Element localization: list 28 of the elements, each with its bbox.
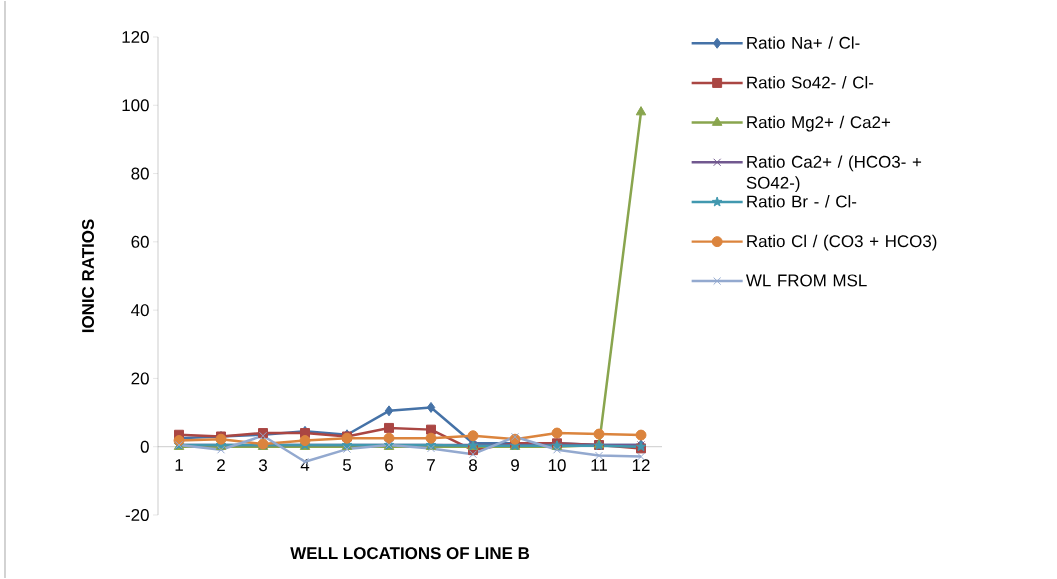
x-axis-title: WELL LOCATIONS OF LINE B <box>290 547 530 560</box>
x-tick-label: 8 <box>469 459 477 472</box>
legend-label: Ratio Na+ / Cl- <box>747 36 860 49</box>
y-tick-label: 60 <box>131 235 149 248</box>
x-tick-label: 1 <box>175 459 183 471</box>
legend-label: Ratio Mg2+ / Ca2+ <box>747 115 891 132</box>
y-tick-label: 80 <box>131 167 149 180</box>
x-tick-label: 3 <box>258 459 267 472</box>
legend-label: Ratio Br - / Cl- <box>747 195 857 208</box>
y-axis-title: IONIC RATIOS <box>82 219 95 333</box>
y-tick-label: -20 <box>125 508 149 521</box>
legend-label: Ratio Ca2+ / (HCO3- + SO42-) <box>746 155 922 193</box>
y-tick-label: 120 <box>122 30 149 43</box>
legend-label: WL FROM MSL <box>745 274 867 287</box>
y-tick-label: 40 <box>131 304 149 317</box>
y-tick-label: 20 <box>131 372 149 385</box>
x-tick-label: 12 <box>632 459 650 472</box>
x-tick-label: 11 <box>591 459 607 471</box>
y-tick-label: 0 <box>140 440 149 453</box>
x-tick-label: 2 <box>217 459 225 472</box>
x-tick-label: 7 <box>427 459 435 471</box>
x-tick-label: 6 <box>385 459 393 472</box>
y-tick-label: 100 <box>122 99 149 112</box>
legend-label: Ratio So42- / Cl- <box>747 76 874 89</box>
x-tick-label: 5 <box>342 459 351 472</box>
x-tick-label: 10 <box>548 459 566 472</box>
legend-label: Ratio Cl / (CO3 + HCO3) <box>747 234 937 251</box>
x-tick-label: 9 <box>511 459 519 472</box>
